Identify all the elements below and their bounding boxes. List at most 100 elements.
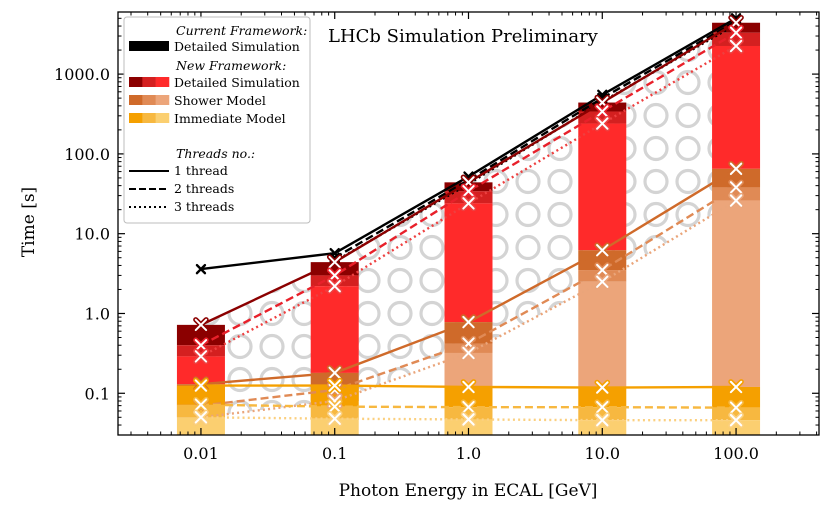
series-marker-8-2 — [460, 345, 477, 361]
legend-2-threads-label: 2 threads — [174, 181, 234, 196]
bars — [176, 22, 761, 435]
series-marker-4-2 — [460, 183, 477, 200]
bar-segment-100.0-3 — [712, 168, 761, 188]
series-marker-4-4 — [728, 24, 744, 41]
bar-segment-10.0-7 — [578, 407, 627, 421]
bar-segment-0.1-0 — [310, 262, 359, 276]
y-axis-label: Time [s] — [19, 187, 39, 257]
series-marker-10-3 — [594, 399, 611, 415]
legend-3-threads-label: 3 threads — [174, 199, 234, 214]
series-marker-9-2 — [460, 379, 477, 395]
bar-segment-10.0-8 — [578, 420, 627, 435]
bar-segment-0.1-7 — [310, 406, 359, 419]
series-marker-4-0 — [193, 337, 209, 354]
legend-swatch-2-0 — [129, 113, 143, 123]
series-marker-3-1 — [326, 254, 343, 270]
legend-new-detailed-label: Detailed Simulation — [174, 75, 300, 90]
series-marker-6-3 — [594, 242, 611, 259]
bar-segment-1.0-7 — [444, 407, 493, 420]
legend-swatch-0-0 — [129, 77, 143, 87]
bar-segment-10.0-4 — [578, 270, 627, 282]
series-marker-8-3 — [594, 273, 611, 290]
bar-segment-100.0-7 — [712, 407, 761, 421]
legend: Current Framework: Detailed Simulation N… — [123, 16, 311, 224]
series-marker-11-0 — [193, 409, 209, 426]
bar-segment-10.0-3 — [578, 250, 627, 271]
bar-segment-0.01-1 — [176, 345, 225, 357]
series-marker-11-3 — [594, 412, 611, 428]
y-tick-label: 100.0 — [64, 145, 110, 164]
series-marker-6-4 — [728, 161, 744, 177]
legend-swatch-current-detailed — [129, 41, 169, 51]
series-marker-11-2 — [460, 411, 477, 428]
x-tick-label: 0.1 — [322, 444, 347, 463]
chart-title: LHCb Simulation Preliminary — [328, 26, 599, 47]
bar-segment-100.0-8 — [712, 420, 761, 435]
series-marker-9-3 — [594, 379, 611, 396]
legend-threads-header: Threads no.: — [176, 146, 255, 161]
series-marker-10-2 — [460, 399, 477, 415]
bar-segment-10.0-1 — [578, 111, 627, 124]
legend-current-header: Current Framework: — [176, 23, 307, 38]
series-marker-0-0 — [195, 263, 207, 275]
legend-shower-label: Shower Model — [174, 93, 266, 108]
bar-segment-0.1-8 — [310, 418, 359, 435]
legend-new-header: New Framework: — [175, 58, 286, 73]
bar-segment-0.01-6 — [176, 385, 225, 405]
bar-segment-1.0-4 — [444, 343, 493, 353]
series-marker-10-1 — [326, 398, 343, 415]
bar-segment-100.0-1 — [712, 32, 761, 46]
series-marker-5-0 — [193, 348, 209, 365]
bar-segment-10.0-2 — [578, 123, 627, 251]
bar-segment-100.0-4 — [712, 187, 761, 201]
y-tick-label: 0.1 — [85, 384, 110, 403]
bar-segment-10.0-6 — [578, 387, 627, 408]
series-marker-10-0 — [193, 396, 209, 413]
bar-segment-100.0-6 — [712, 386, 761, 408]
bar-segment-100.0-0 — [712, 22, 761, 33]
x-tick-label: 10.0 — [584, 444, 620, 463]
bar-segment-1.0-5 — [444, 352, 493, 387]
series-marker-5-3 — [594, 115, 611, 132]
legend-swatch-0-2 — [155, 77, 170, 87]
bar-segment-0.01-7 — [176, 404, 225, 418]
series-line-11 — [200, 416, 737, 422]
legend-swatch-0-1 — [142, 77, 156, 87]
series-marker-11-1 — [326, 410, 343, 427]
series-marker-11-4 — [728, 412, 744, 428]
series-marker-8-4 — [728, 192, 744, 209]
series-marker-10-4 — [728, 399, 744, 416]
bar-segment-100.0-2 — [712, 45, 761, 169]
series-marker-3-0 — [193, 317, 209, 333]
series-marker-6-1 — [326, 365, 343, 381]
legend-1-thread-label: 1 thread — [174, 163, 228, 178]
x-tick-label: 0.01 — [183, 444, 219, 463]
legend-immediate-label: Immediate Model — [174, 111, 286, 126]
axis-ticks: 0.01 0.1 1.0 10.0 100.0 0.1 1.0 10.0 100.0 1000.0 — [54, 11, 819, 463]
legend-swatch-2-1 — [142, 113, 156, 123]
y-tick-label: 1000.0 — [54, 65, 110, 84]
series-marker-5-1 — [326, 278, 343, 294]
x-tick-label: 100.0 — [713, 444, 759, 463]
bar-segment-10.0-5 — [578, 281, 627, 388]
bar-segment-10.0-0 — [578, 102, 627, 112]
legend-current-detailed-label: Detailed Simulation — [174, 39, 300, 54]
series-marker-7-3 — [594, 262, 611, 278]
bar-segment-0.01-2 — [176, 356, 225, 385]
legend-box — [123, 16, 311, 224]
series-marker-4-3 — [594, 103, 611, 120]
x-tick-label: 1.0 — [456, 444, 481, 463]
bar-segment-1.0-6 — [444, 386, 493, 408]
bar-segment-1.0-0 — [444, 182, 493, 192]
y-tick-label: 1.0 — [85, 304, 110, 323]
y-tick-label: 10.0 — [74, 225, 110, 244]
series-marker-7-4 — [728, 179, 744, 196]
bar-segment-0.1-1 — [310, 275, 359, 287]
series-marker-5-4 — [728, 38, 744, 54]
bar-segment-100.0-5 — [712, 200, 761, 387]
series-line-4 — [200, 31, 737, 347]
legend-swatch-2-2 — [155, 113, 170, 123]
bar-segment-0.1-2 — [310, 286, 359, 373]
series-marker-9-4 — [728, 379, 744, 395]
series-marker-4-1 — [326, 267, 343, 284]
